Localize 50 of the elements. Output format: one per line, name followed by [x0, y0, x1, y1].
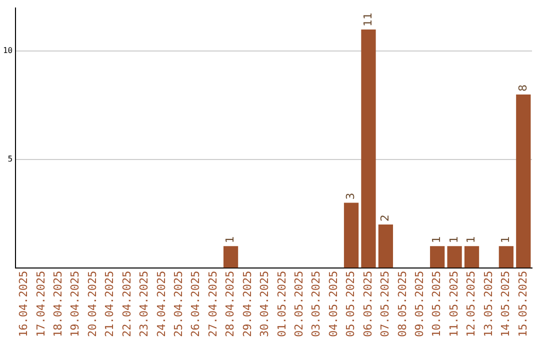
- bar: [464, 246, 480, 268]
- bar: [516, 94, 531, 268]
- x-tick-label: 07.05.2025: [378, 270, 392, 338]
- x-tick-label: 12.05.2025: [464, 270, 478, 338]
- x-tick-label: 26.04.2025: [189, 270, 202, 338]
- x-tick-label: 20.04.2025: [86, 270, 99, 338]
- bar: [223, 246, 238, 268]
- bar: [378, 224, 394, 268]
- x-tick-label: 24.04.2025: [154, 270, 168, 338]
- data-label: 1: [499, 236, 512, 244]
- bar: [430, 246, 445, 268]
- x-tick-label: 11.05.2025: [447, 270, 460, 338]
- x-tick-label: 28.04.2025: [224, 270, 237, 338]
- data-label: 8: [516, 84, 530, 92]
- x-tick-label: 16.04.2025: [17, 270, 30, 338]
- x-tick-label: 14.05.2025: [499, 270, 512, 338]
- data-label: 2: [378, 214, 392, 222]
- x-tick-label: 22.04.2025: [120, 270, 134, 338]
- y-tick-label: 5: [8, 154, 13, 164]
- x-tick-label: 19.04.2025: [68, 270, 82, 338]
- x-tick-label: 27.04.2025: [206, 270, 220, 338]
- data-label: 1: [224, 236, 237, 244]
- x-tick-label: 18.04.2025: [52, 270, 65, 338]
- x-tick-label: 21.04.2025: [103, 270, 116, 338]
- x-tick-label: 29.04.2025: [240, 270, 254, 338]
- x-tick-label: 08.05.2025: [396, 270, 409, 338]
- x-tick-label: 05.05.2025: [344, 270, 358, 338]
- x-tick-label: 30.04.2025: [258, 270, 272, 338]
- x-tick-label: 09.05.2025: [412, 270, 426, 338]
- x-tick-label: 04.05.2025: [326, 270, 340, 338]
- data-label: 3: [344, 192, 358, 200]
- bar: [447, 246, 462, 268]
- bar: [361, 29, 376, 268]
- data-label: 1: [464, 236, 478, 244]
- bar: [498, 246, 514, 268]
- y-tick-label: 10: [2, 46, 13, 56]
- x-tick-label: 23.04.2025: [138, 270, 151, 338]
- x-tick-label: 03.05.2025: [310, 270, 323, 338]
- x-tick-label: 01.05.2025: [275, 270, 288, 338]
- data-label: 1: [430, 236, 444, 244]
- x-tick-label: 15.05.2025: [516, 270, 530, 338]
- bar: [344, 202, 359, 268]
- x-tick-label: 10.05.2025: [430, 270, 444, 338]
- data-label: 1: [447, 236, 460, 244]
- x-tick-label: 06.05.2025: [361, 270, 374, 338]
- x-tick-label: 13.05.2025: [482, 270, 495, 338]
- x-tick-label: 02.05.2025: [292, 270, 306, 338]
- x-tick-label: 25.04.2025: [172, 270, 186, 338]
- x-tick-label: 17.04.2025: [34, 270, 48, 338]
- data-label: 11: [361, 12, 374, 26]
